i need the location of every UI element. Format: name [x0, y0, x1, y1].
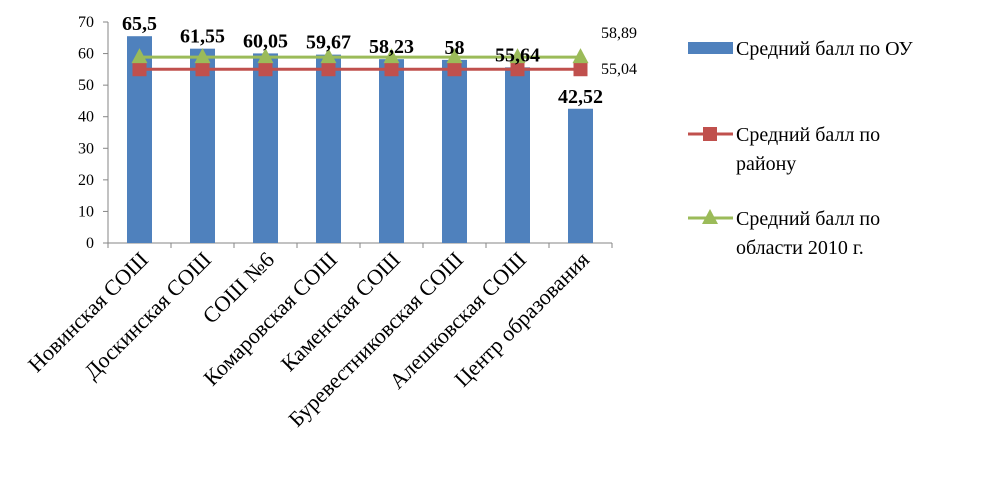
- legend-bar-swatch: [688, 42, 733, 54]
- bar-data-label: 58: [445, 37, 465, 59]
- bar: [379, 59, 404, 243]
- bar: [505, 67, 530, 243]
- bar-data-label: 65,5: [122, 13, 157, 35]
- series-lines: [131, 48, 589, 77]
- square-marker: [447, 62, 462, 77]
- bar-data-label: 42,52: [558, 86, 603, 108]
- square-marker: [573, 62, 588, 77]
- legend-label: Средний балл по: [736, 208, 880, 230]
- square-marker: [510, 62, 525, 77]
- legend: Средний балл по ОУ Средний балл по району С…: [688, 38, 913, 259]
- bar-data-label: 59,67: [306, 32, 351, 54]
- bars: [127, 36, 593, 244]
- y-tick-label: 50: [78, 77, 94, 94]
- y-tick-label: 10: [78, 203, 94, 220]
- legend-label: району: [736, 153, 796, 175]
- y-tick-label: 30: [78, 140, 94, 157]
- bar: [568, 108, 593, 243]
- y-tick-label: 40: [78, 109, 94, 126]
- triangle-marker: [572, 48, 589, 64]
- triangle-marker: [446, 48, 463, 64]
- legend-label: области 2010 г.: [736, 237, 864, 259]
- bar: [190, 48, 215, 243]
- y-tick-label: 60: [78, 46, 94, 63]
- legend-triangle-marker: [702, 209, 718, 224]
- bar-data-label: 58,23: [369, 36, 414, 58]
- series-end-label: 55,04: [601, 61, 637, 78]
- triangle-marker: [131, 48, 148, 64]
- bar: [442, 59, 467, 244]
- bar: [253, 53, 278, 243]
- square-marker: [384, 62, 399, 77]
- bar-data-label: 61,55: [180, 26, 225, 48]
- bar-data-label: 55,64: [495, 44, 540, 66]
- y-tick-label: 70: [78, 14, 94, 31]
- square-marker: [321, 62, 336, 77]
- triangle-marker: [383, 48, 400, 64]
- triangle-marker: [257, 48, 274, 64]
- triangle-marker: [320, 48, 337, 64]
- square-marker: [258, 62, 273, 77]
- legend-label: Средний балл по ОУ: [736, 38, 913, 60]
- legend-square-marker: [703, 127, 717, 141]
- square-marker: [132, 62, 147, 77]
- y-tick-label: 20: [78, 172, 94, 189]
- series-end-label: 58,89: [601, 25, 637, 42]
- data-labels: 55,04 58,89 65,5 61,55 60,05 59,67 58,23 58 55,6…: [122, 13, 637, 108]
- triangle-marker: [509, 48, 526, 64]
- square-marker: [195, 62, 210, 77]
- y-tick-label: 0: [86, 235, 94, 252]
- legend-label: Средний балл по: [736, 124, 880, 146]
- triangle-marker: [194, 48, 211, 64]
- bar-data-label: 60,05: [243, 30, 288, 52]
- bar: [316, 54, 341, 244]
